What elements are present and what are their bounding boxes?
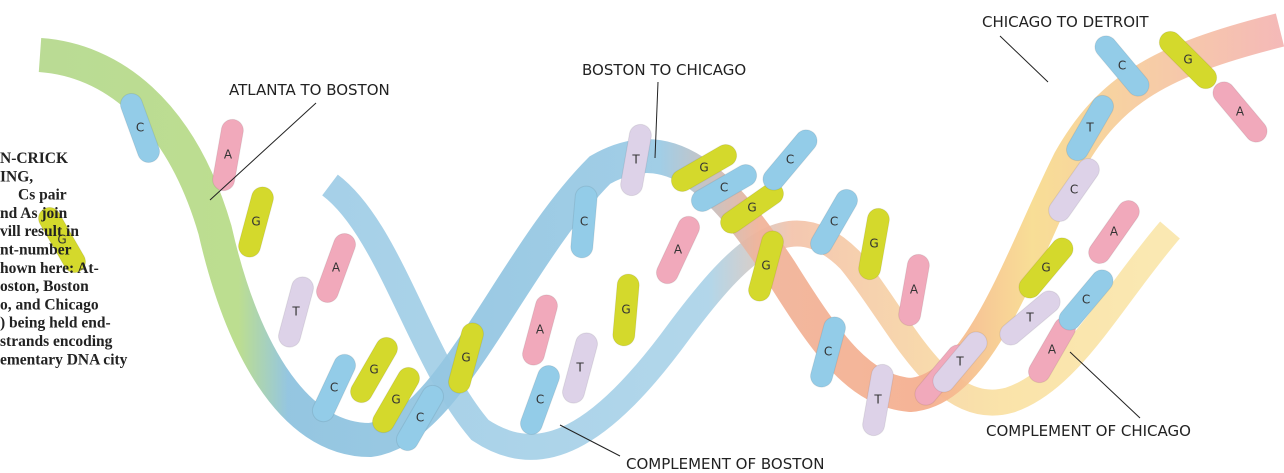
base-letter: T (1025, 311, 1034, 325)
base-letter: G (461, 351, 470, 365)
base-letter: C (580, 215, 588, 229)
base-letter: A (536, 323, 545, 337)
base-letter: A (332, 261, 341, 275)
caption-line: Cs pair (18, 187, 67, 204)
base-letter: G (699, 161, 708, 175)
base-letter: T (955, 355, 964, 369)
base-letter: A (1110, 225, 1119, 239)
base-letter: T (575, 361, 584, 375)
base-letter: G (391, 393, 400, 407)
caption-line: strands encoding (0, 333, 113, 350)
caption-line: ementary DNA city (0, 351, 128, 368)
base-pair: A (520, 292, 560, 367)
base-pair: G (857, 207, 891, 282)
label: CHICAGO TO DETROIT (982, 13, 1149, 31)
base-letter: G (369, 363, 378, 377)
base-letter: G (1041, 261, 1050, 275)
base-letter: C (536, 393, 544, 407)
base-pair: A (653, 213, 703, 288)
base-letter: G (869, 237, 878, 251)
base-pair: T (276, 274, 316, 349)
base-letter: C (1070, 183, 1078, 197)
label: ATLANTA TO BOSTON (229, 81, 390, 99)
base-pair: C (517, 362, 562, 437)
base-letter: G (251, 215, 260, 229)
base-pair: T (560, 330, 600, 405)
base-letter: C (1118, 59, 1126, 73)
base-letter: A (224, 148, 233, 162)
caption-line: vill result in (0, 223, 79, 240)
base-letter: T (873, 393, 882, 407)
base-letter: C (830, 215, 838, 229)
base-letter: G (761, 259, 770, 273)
base-letter: G (1183, 53, 1192, 67)
strands (40, 30, 1280, 447)
base-letter: C (136, 121, 144, 135)
base-letter: A (674, 243, 683, 257)
base-letter: C (824, 345, 832, 359)
caption-line: ) being held end- (0, 315, 111, 332)
base-letter: C (330, 381, 338, 395)
base-letter: C (786, 153, 794, 167)
label: BOSTON TO CHICAGO (582, 61, 746, 79)
base-letter: A (1236, 105, 1245, 119)
base-pair: G (236, 184, 276, 259)
base-letter: T (291, 305, 300, 319)
base-letter: A (910, 283, 919, 297)
base-pair: C (758, 125, 821, 194)
base-letter: C (1082, 293, 1090, 307)
caption-line: nt-number (0, 242, 72, 259)
helix-illustration: GCAGATGCGCGCTAGCTAGCGCCGGCTAATTACGACTAGC… (0, 0, 1284, 473)
base-letter: T (1085, 121, 1094, 135)
caption-line: nd As join (0, 205, 68, 222)
base-pair: A (897, 253, 931, 328)
base-pair: A (313, 230, 358, 305)
caption-line: N-CRICK (0, 150, 68, 167)
label: COMPLEMENT OF BOSTON (626, 455, 824, 473)
base-letter: G (621, 303, 630, 317)
base-pair: A (1208, 77, 1271, 146)
base-pair: A (211, 118, 245, 193)
base-pair: G (612, 273, 640, 347)
caption-line: oston, Boston (0, 278, 89, 295)
base-letter: G (747, 201, 756, 215)
leader-line (1070, 352, 1140, 418)
label: COMPLEMENT OF CHICAGO (986, 422, 1191, 440)
front-strand (40, 30, 1280, 440)
base-letter: A (1048, 343, 1057, 357)
caption-line: hown here: At- (0, 260, 99, 277)
base-letter: T (631, 153, 640, 167)
base-letter: C (720, 181, 728, 195)
caption-line: ING, (0, 168, 33, 185)
leader-line (1000, 36, 1048, 82)
base-letter: C (416, 411, 424, 425)
caption-line: o, and Chicago (0, 296, 99, 313)
